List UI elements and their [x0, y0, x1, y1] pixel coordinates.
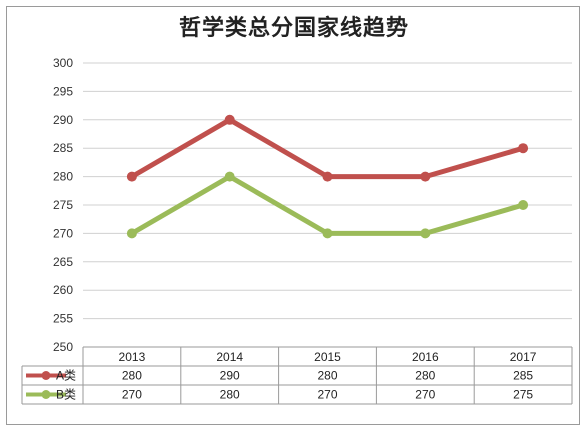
y-tick-label: 280 [53, 170, 73, 184]
data-point [224, 114, 235, 125]
data-table-cell: 280 [122, 369, 142, 383]
y-tick-label: 295 [53, 84, 73, 98]
data-point [420, 171, 431, 182]
data-table-cell: 270 [122, 388, 142, 402]
data-table-cell: 270 [317, 388, 337, 402]
x-category-label: 2014 [216, 350, 243, 364]
y-tick-label: 285 [53, 141, 73, 155]
legend-marker [41, 371, 51, 380]
y-tick-label: 270 [53, 226, 73, 240]
x-category-label: 2016 [412, 350, 439, 364]
data-point [420, 228, 431, 239]
data-point [126, 228, 137, 239]
y-axis: 250 255 260 265 270 275 280 285 290 295 300 [53, 56, 73, 354]
data-table-cell: 290 [220, 369, 240, 383]
data-point [126, 171, 137, 182]
data-table-cell: 280 [317, 369, 337, 383]
x-category-label: 2013 [119, 350, 146, 364]
x-category-label: 2015 [314, 350, 341, 364]
y-tick-label: 265 [53, 255, 73, 269]
data-point [322, 228, 333, 239]
data-table-cell: 270 [415, 388, 435, 402]
data-table-cell: 280 [220, 388, 240, 402]
data-point [518, 200, 529, 210]
x-category-label: 2017 [510, 350, 537, 364]
data-point [224, 171, 235, 182]
legend-marker [41, 390, 51, 399]
chart-title: 哲学类总分国家线趋势 [178, 15, 409, 41]
data-table-cell: 280 [415, 369, 435, 383]
data-table-cell: 275 [513, 388, 533, 402]
data-point [322, 171, 333, 182]
y-tick-label: 300 [53, 56, 73, 70]
series-lines [126, 114, 529, 239]
legend-label: B类 [56, 388, 76, 402]
y-tick-label: 255 [53, 312, 73, 326]
gridlines [83, 62, 572, 348]
data-table: 2013 2014 2015 2016 2017 A类 280 290 280 280 285 B类 2… [21, 346, 573, 405]
y-tick-label: 250 [53, 340, 73, 354]
y-tick-label: 260 [53, 283, 73, 297]
data-point [518, 143, 529, 154]
y-tick-label: 290 [53, 113, 73, 127]
legend-label: A类 [56, 369, 76, 383]
y-tick-label: 275 [53, 198, 73, 212]
data-table-cell: 285 [513, 369, 533, 383]
